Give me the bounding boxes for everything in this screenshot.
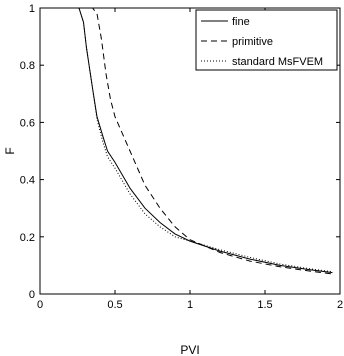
y-tick-label: 1: [29, 3, 35, 15]
y-tick-label: 0.6: [20, 117, 35, 129]
x-tick-label: 1.5: [257, 299, 272, 311]
y-tick-label: 0: [29, 289, 35, 301]
y-axis-label: F: [3, 147, 17, 154]
y-tick-label: 0.2: [20, 232, 35, 244]
y-tick-label: 0.8: [20, 60, 35, 72]
legend-label-fine: fine: [232, 16, 250, 28]
x-tick-label: 0: [37, 299, 43, 311]
series-line-primitive: [40, 7, 333, 275]
x-axis-label: PVI: [180, 343, 199, 356]
series-line-msfvem: [40, 7, 333, 273]
ticks: 0 0.5 1 1.5 2 0 0.2 0.4 0.6 0.8 1: [20, 3, 343, 311]
y-tick-label: 0.4: [20, 175, 35, 187]
x-tick-label: 1: [187, 299, 193, 311]
legend-label-msfvem: standard MsFVEM: [232, 56, 323, 68]
legend-label-primitive: primitive: [232, 36, 273, 48]
x-tick-label: 0.5: [107, 299, 122, 311]
legend: fine primitive standard MsFVEM: [195, 9, 338, 71]
series-line-fine: [40, 7, 333, 274]
legend-box: [195, 9, 338, 71]
x-tick-label: 2: [337, 299, 343, 311]
series-lines: [40, 7, 333, 275]
